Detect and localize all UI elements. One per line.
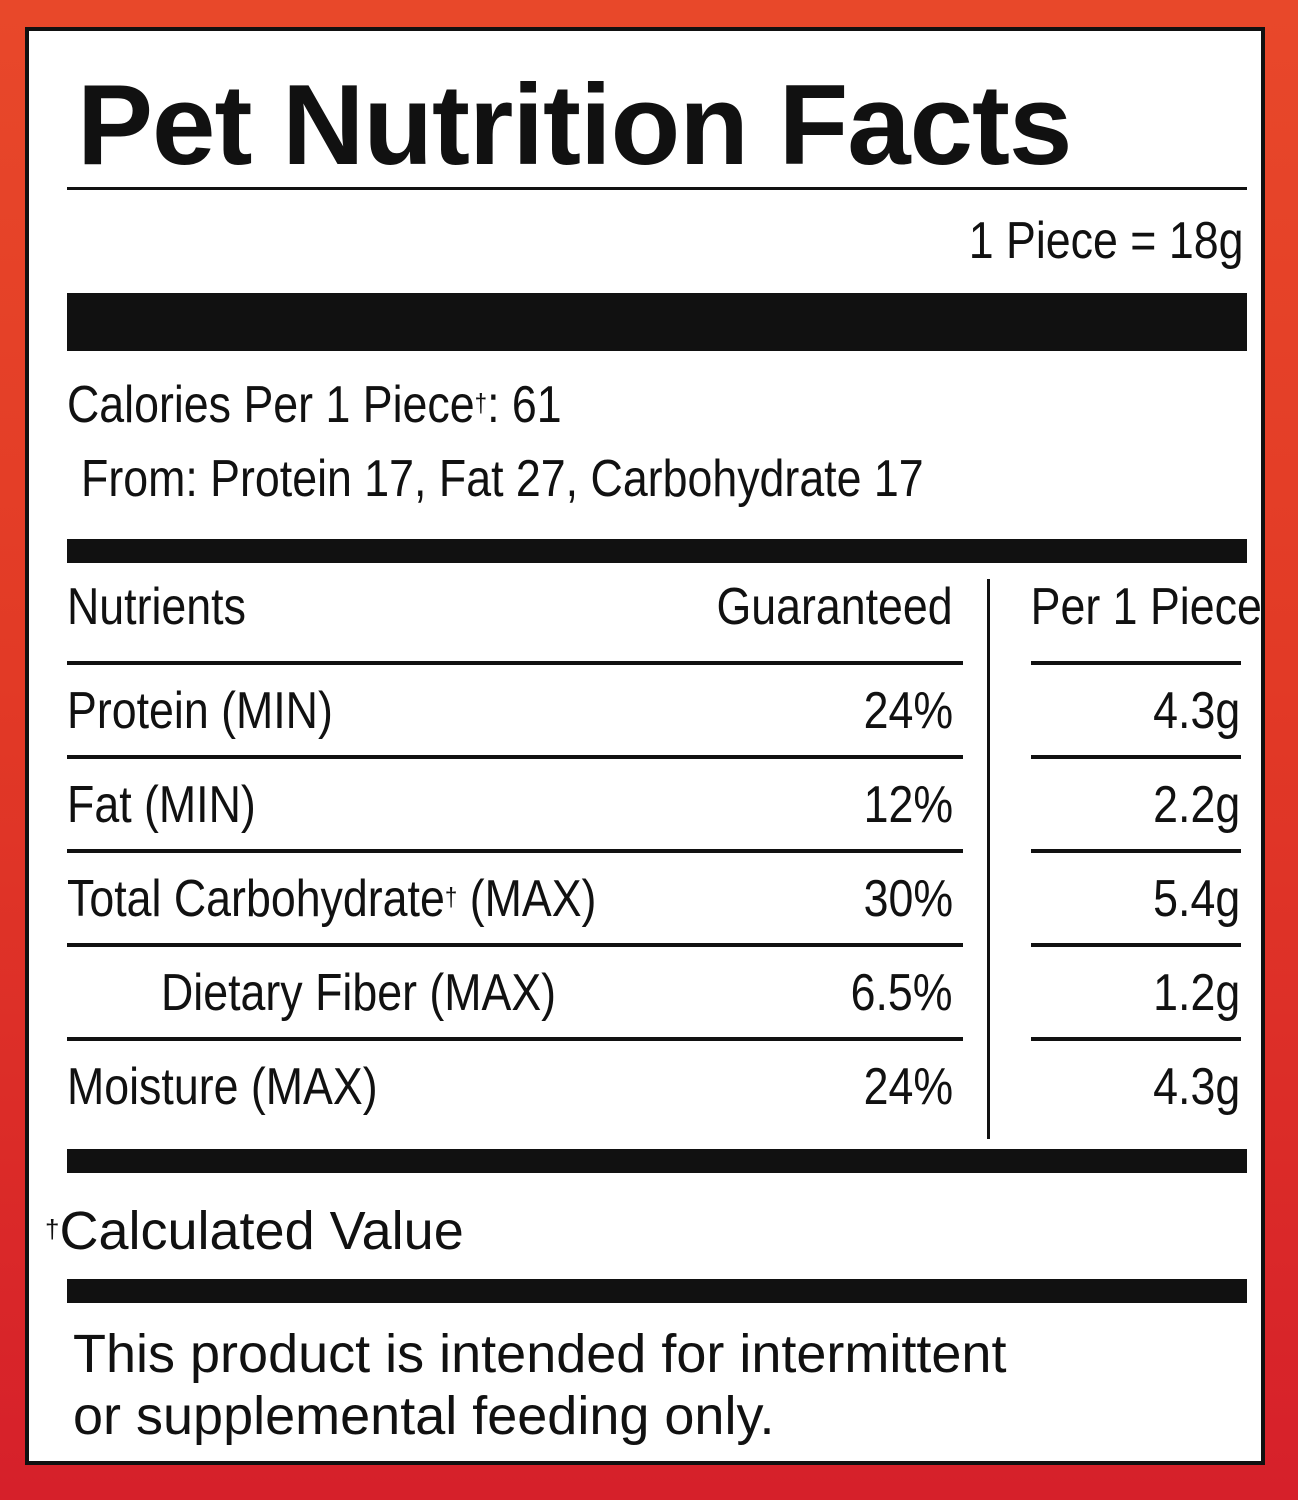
calories-from: From: Protein 17, Fat 27, Carbohydrate 1… [81,450,924,508]
table-row-guaranteed: 24% [863,1058,953,1116]
table-row-guaranteed: 12% [863,776,953,834]
footnote-divider [67,1279,1247,1303]
row-rule-right [1031,755,1241,759]
disclaimer-line-2: or supplemental feeding only. [73,1386,775,1446]
header-rule-right [1031,661,1241,665]
serving-bar [67,293,1247,351]
row-rule-left [67,755,963,759]
header-guaranteed: Guaranteed [716,578,953,636]
table-row-name: Protein (MIN) [67,682,333,740]
calories-value: : 61 [487,376,562,434]
table-row-guaranteed: 24% [863,682,953,740]
footnote-line: †Calculated Value [45,1201,464,1261]
calories-dagger: † [474,388,488,418]
disclaimer-line-1: This product is intended for intermitten… [73,1324,1007,1384]
row-rule-left [67,943,963,947]
row-rule-left [67,1037,963,1041]
calories-label: Calories Per 1 Piece [67,376,475,434]
column-divider [987,579,990,1139]
table-row-name: Moisture (MAX) [67,1058,378,1116]
table-row-name: Fat (MIN) [67,776,256,834]
calories-line: Calories Per 1 Piece†: 61 [67,375,642,435]
row-rule-right [1031,849,1241,853]
table-row-per-piece: 5.4g [1152,870,1240,928]
table-row-per-piece: 1.2g [1152,964,1240,1022]
table-row-per-piece: 4.3g [1152,1058,1240,1116]
header-per-piece: Per 1 Piece [1030,578,1262,636]
table-row-per-piece: 2.2g [1152,776,1240,834]
header-rule-left [67,661,963,665]
table-row-guaranteed: 6.5% [851,964,953,1022]
header-nutrients: Nutrients [67,578,246,636]
table-row-guaranteed: 30% [863,870,953,928]
row-rule-left [67,849,963,853]
table-row-name: Dietary Fiber (MAX) [161,964,557,1022]
title-divider [67,187,1247,190]
carbohydrate-dagger: † [444,882,458,912]
calories-divider [67,539,1247,563]
table-bottom-divider [67,1149,1247,1173]
footnote-text: Calculated Value [59,1201,464,1261]
label-title: Pet Nutrition Facts [77,62,1072,189]
table-row-per-piece: 4.3g [1152,682,1240,740]
row-rule-right [1031,943,1241,947]
nutrition-label-panel: Pet Nutrition Facts 1 Piece = 18g Calori… [25,27,1265,1465]
serving-size: 1 Piece = 18g [968,212,1243,270]
row-rule-right [1031,1037,1241,1041]
footnote-dagger: † [45,1214,60,1244]
table-row-name: Total Carbohydrate† (MAX) [67,870,597,928]
disclaimer: This product is intended for intermitten… [73,1323,1006,1447]
